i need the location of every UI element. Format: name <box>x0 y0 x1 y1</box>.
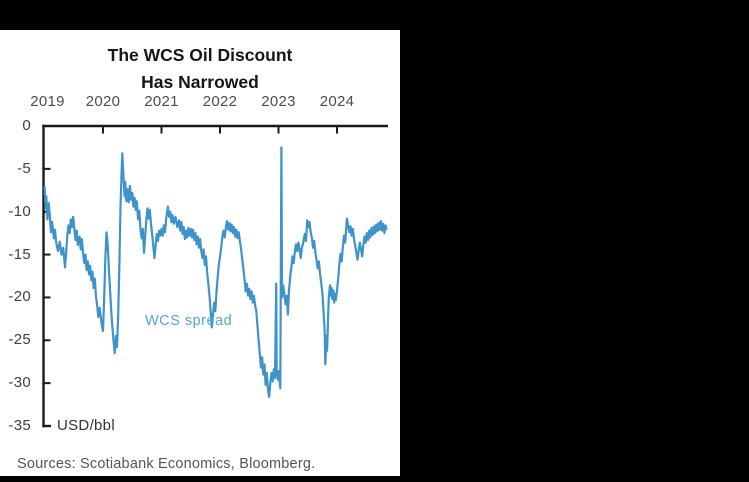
y-tick-label: -5 <box>17 159 31 177</box>
x-tick-label: 2020 <box>85 93 121 110</box>
chart-title-line1: The WCS Oil Discount <box>107 45 293 65</box>
y-tick-label: 0 <box>22 117 31 134</box>
line-chart-canvas <box>42 124 388 428</box>
x-tick-label: 2019 <box>30 93 65 110</box>
chart-area: 2019 2020 2021 2022 2023 2024 0 -5 -10 -15 -20 -25… <box>0 30 400 476</box>
y-tick-label: -10 <box>8 202 31 220</box>
y-tick-label: -25 <box>8 331 31 349</box>
y-tick-label: -35 <box>8 417 31 434</box>
chart-title: The WCS Oil Discount Has Narrowed <box>0 42 400 96</box>
y-tick-label: -20 <box>8 288 31 306</box>
x-tick-label: 2021 <box>144 93 179 110</box>
sources-note: Sources: Scotiabank Economics, Bloomberg… <box>17 456 316 472</box>
chart-panel: 2019 2020 2021 2022 2023 2024 0 -5 -10 -15 -20 -25… <box>0 30 400 476</box>
y-tick-label: -15 <box>8 245 31 263</box>
chart-title-line2: Has Narrowed <box>141 72 259 92</box>
x-tick-label: 2023 <box>261 93 296 110</box>
x-tick-label: 2022 <box>202 93 238 110</box>
y-tick-label: -30 <box>8 374 31 392</box>
series-annotation-label: WCS spread <box>145 313 233 329</box>
x-tick-label: 2024 <box>319 93 355 110</box>
axis-unit-label: USD/bbl <box>57 417 115 434</box>
